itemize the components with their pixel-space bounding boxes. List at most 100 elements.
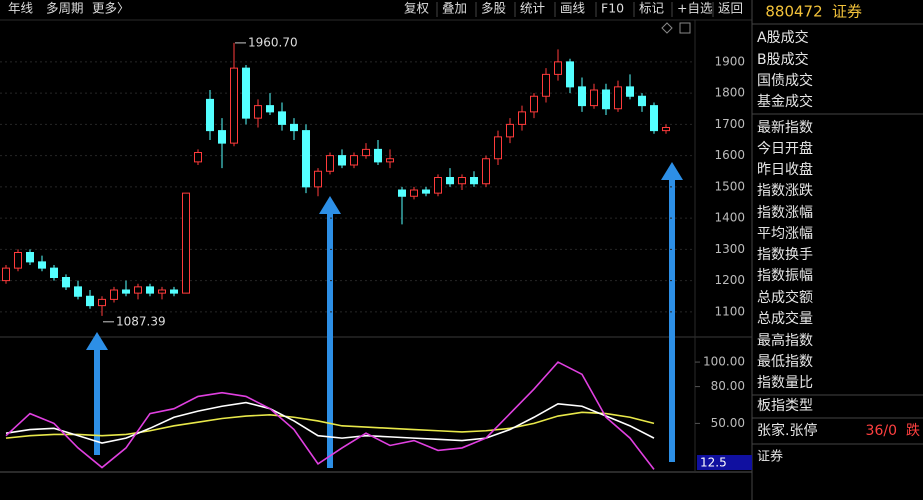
y-tick-label: 50.00 [711, 416, 745, 430]
y-tick-label: 1300 [714, 242, 745, 256]
candle-body [590, 89, 598, 107]
annotation-label: 1960.70 [248, 35, 298, 49]
candle-body [662, 127, 670, 132]
candle-body [206, 98, 214, 132]
candle-body [602, 89, 610, 110]
limit-value: 36/0 [866, 423, 897, 439]
y-tick-label: 1700 [714, 117, 745, 131]
toolbar-button[interactable]: F10 [601, 1, 624, 16]
candle-body [350, 155, 358, 166]
toolbar-button[interactable]: 标记 [639, 1, 665, 16]
candle-body [518, 111, 526, 125]
candle-body [650, 105, 658, 132]
arrows [86, 162, 683, 468]
candle-body [242, 67, 250, 119]
candle-body [218, 130, 226, 144]
candle-body [290, 123, 298, 132]
toolbar-button[interactable]: 统计 [520, 1, 545, 16]
y-tick-label: 80.00 [711, 379, 745, 393]
candle-body [314, 170, 322, 188]
arrow-head [661, 162, 683, 180]
candle-body [554, 61, 562, 75]
candle-body [506, 123, 514, 138]
toolbar-button[interactable]: 返回 [718, 1, 743, 16]
candle-body [422, 189, 430, 194]
candle-body [638, 95, 646, 107]
candle-body [62, 277, 70, 288]
candle-body [530, 95, 538, 113]
candle-body [386, 158, 394, 163]
candle-body [254, 105, 262, 119]
candle-body [626, 86, 634, 97]
panel-item: 指数换手 [757, 246, 813, 263]
toolbar-button[interactable]: 多股 [481, 1, 507, 16]
panel-item: 最高指数 [757, 332, 813, 349]
candle-body [134, 286, 142, 294]
y-tick-label: 1100 [714, 304, 745, 318]
candle-body [146, 286, 154, 294]
panel-item: 指数振幅 [757, 268, 813, 284]
candle-body [98, 298, 106, 307]
panel-item: 最新指数 [757, 120, 813, 136]
candle-body [122, 289, 130, 294]
candle-body [578, 86, 586, 107]
candle-body [86, 295, 94, 307]
candle-body [446, 177, 454, 185]
candle-body [50, 267, 58, 278]
y-tick-label: 100.00 [703, 355, 745, 369]
candle-body [158, 289, 166, 294]
panel-name: 证券 [832, 3, 862, 21]
candle-body [326, 155, 334, 172]
panel-item: 板指类型 [757, 398, 813, 414]
panel-item: B股成交 [757, 51, 809, 68]
candle-body [26, 252, 34, 263]
toolbar-button[interactable]: 更多〉 [92, 1, 130, 16]
candle-body [566, 61, 574, 88]
panel-item: 总成交额 [757, 289, 813, 306]
arrow-head [86, 332, 108, 350]
candle-body [110, 289, 118, 300]
y-tick-label: 1900 [714, 54, 745, 68]
panel-footer: 证券 [757, 449, 783, 465]
y-tick-label: 1800 [714, 86, 745, 100]
toolbar-button[interactable]: 复权 [404, 1, 430, 16]
indicator-line [5, 411, 655, 439]
candle-body [170, 289, 178, 294]
candle-body [398, 189, 406, 197]
limit-extra: 跌 [906, 423, 920, 439]
candle-body [338, 155, 346, 166]
panel-item: 平均涨幅 [757, 226, 813, 242]
icon-window[interactable] [679, 22, 691, 34]
toolbar-button[interactable]: 画线 [560, 1, 586, 16]
panel-item: 总成交量 [757, 310, 813, 327]
candle-body [230, 67, 238, 144]
toolbar-button[interactable]: 叠加 [442, 1, 467, 16]
toolbar-button[interactable]: 年线 [8, 1, 34, 16]
value-box [697, 455, 752, 470]
y-tick-label: 1400 [714, 211, 745, 225]
candle-body [182, 192, 190, 294]
y-tick-label: 1200 [714, 273, 745, 287]
toolbar-button[interactable]: +自选 [677, 1, 713, 16]
panel-item: 今日开盘 [757, 140, 813, 157]
candle-body [374, 148, 382, 163]
candle-body [74, 286, 82, 297]
panel-item: 昨日收盘 [757, 161, 813, 178]
candle-body [194, 152, 202, 163]
candle-body [278, 111, 286, 125]
panel-item: A股成交 [757, 29, 809, 46]
candle-body [494, 136, 502, 160]
panel-item: 国债成交 [757, 72, 813, 89]
arrow-head [319, 196, 341, 214]
candle-body [362, 148, 370, 157]
panel-item: 最低指数 [757, 354, 813, 370]
annotation-label: 1087.39 [116, 314, 166, 328]
panel-item: 指数涨跌 [757, 183, 813, 199]
indicator-line [5, 361, 655, 470]
candle-body [266, 105, 274, 113]
toolbar-button[interactable]: 多周期 [46, 1, 84, 16]
candle-body [458, 177, 466, 185]
candle-body [470, 177, 478, 185]
icon-diamond[interactable] [661, 22, 673, 34]
